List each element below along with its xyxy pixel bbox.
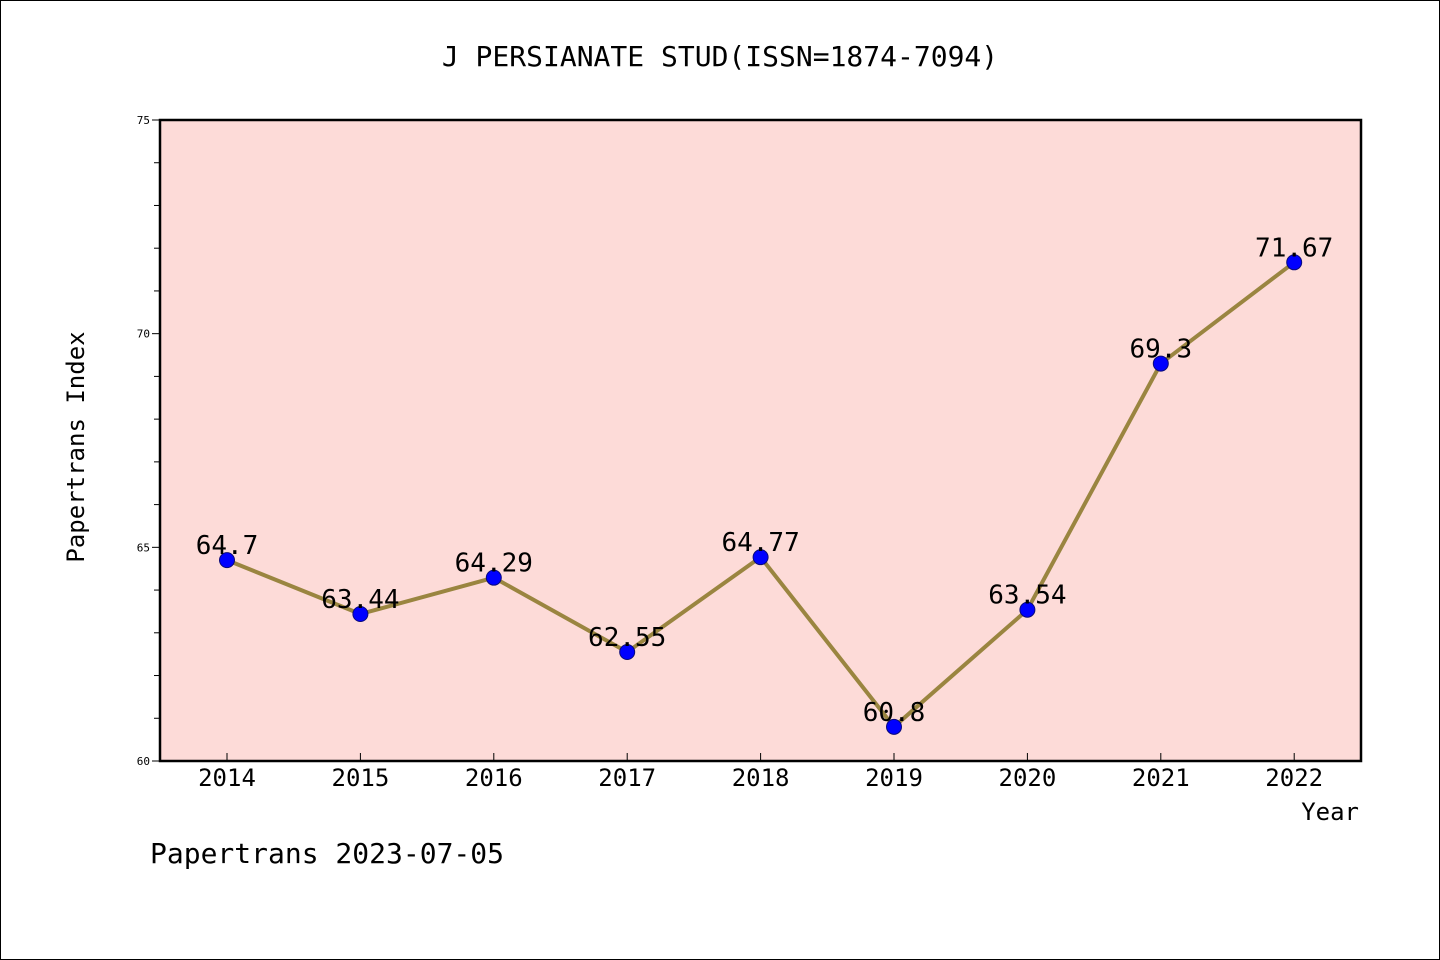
- data-label: 60.8: [863, 698, 926, 728]
- x-tick-label: 2018: [732, 764, 790, 792]
- x-tick-label: 2020: [999, 764, 1057, 792]
- data-label: 63.54: [988, 581, 1066, 611]
- plot-area: [158, 118, 1363, 763]
- data-point: [886, 718, 902, 735]
- x-axis-label: Year: [1301, 798, 1359, 826]
- series-markers: [219, 254, 1303, 735]
- footer-credit: Papertrans 2023-07-05: [150, 837, 504, 870]
- x-tick-label: 2022: [1265, 764, 1323, 792]
- y-axis-label: Papertrans Index: [62, 331, 90, 562]
- x-tick-label: 2015: [332, 764, 390, 792]
- y-axis: 60 65 70 75: [137, 114, 160, 768]
- data-label: 63.44: [321, 585, 399, 615]
- x-tick-label: 2014: [198, 764, 256, 792]
- data-point: [1019, 601, 1036, 618]
- y-tick-label: 75: [137, 114, 150, 127]
- data-label: 69.3: [1129, 335, 1192, 365]
- data-point: [752, 549, 769, 566]
- y-tick-label: 70: [137, 328, 150, 341]
- data-label: 62.55: [588, 623, 666, 653]
- data-point: [619, 644, 636, 661]
- x-tick-label: 2017: [598, 764, 656, 792]
- y-tick-label: 60: [137, 755, 150, 768]
- x-tick-label: 2019: [865, 764, 923, 792]
- data-point: [352, 605, 369, 622]
- chart-title: J PERSIANATE STUD(ISSN=1874-7094): [442, 40, 998, 73]
- data-point: [219, 552, 235, 569]
- x-tick-label: 2016: [465, 764, 523, 792]
- data-label: 71.67: [1255, 233, 1333, 263]
- y-tick-label: 65: [137, 541, 150, 554]
- data-point: [1286, 254, 1303, 271]
- data-label: 64.77: [721, 528, 799, 558]
- data-labels: 64.7 63.44 64.29 62.55 64.77 60.8 63.54 69.3 71.…: [196, 233, 1334, 728]
- data-point: [1152, 355, 1169, 372]
- data-label: 64.7: [196, 531, 259, 561]
- data-label: 64.29: [455, 549, 533, 579]
- data-point: [485, 569, 502, 586]
- x-tick-label: 2021: [1132, 764, 1190, 792]
- x-axis: 2014 2015 2016 2017 2018 2019 2020 2021 2022: [198, 753, 1323, 792]
